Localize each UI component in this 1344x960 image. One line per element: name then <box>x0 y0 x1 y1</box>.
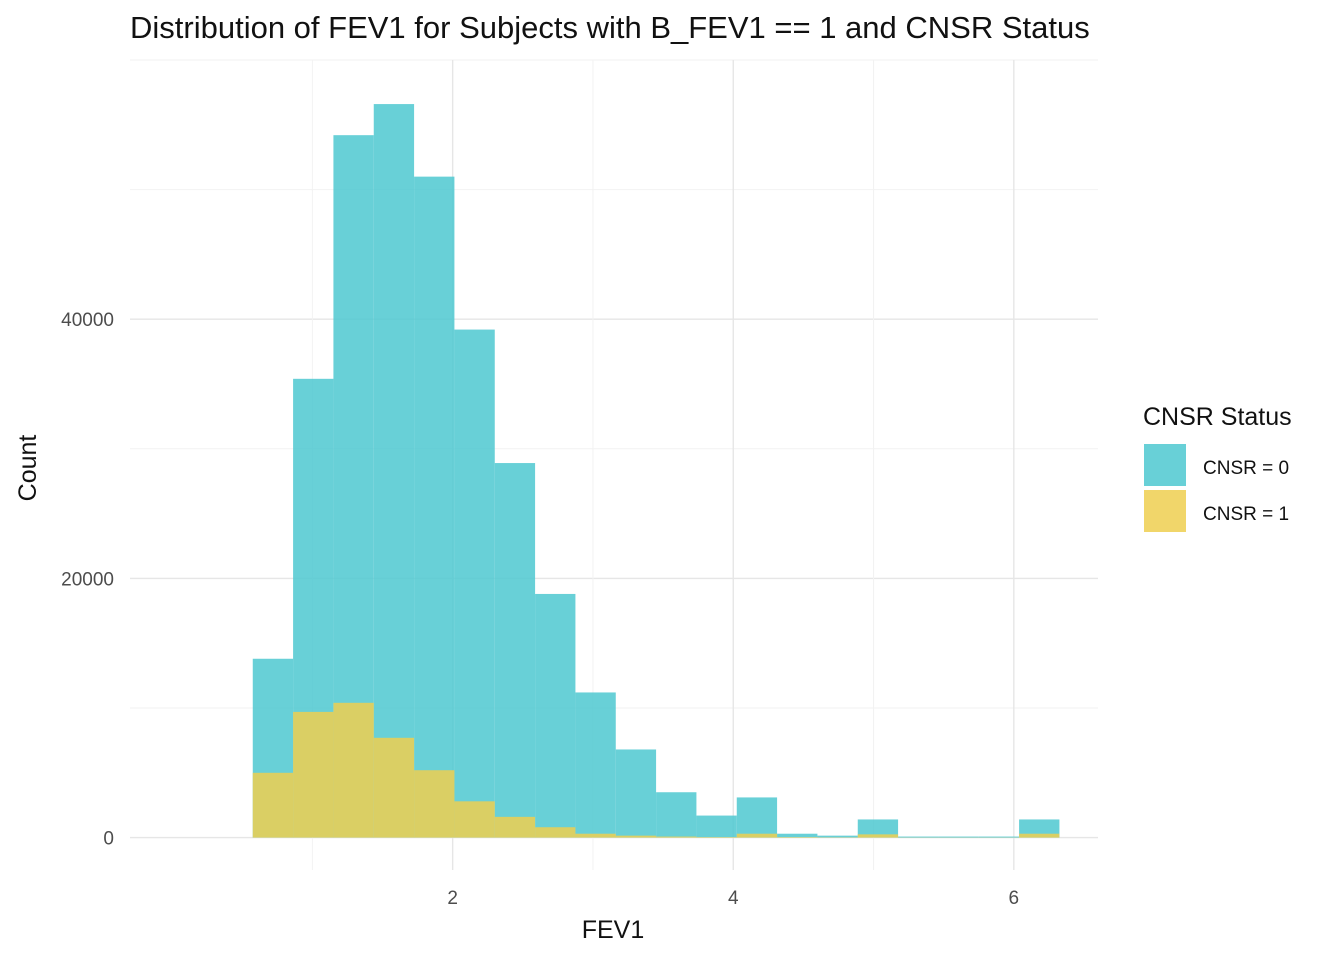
bar-cnsr-0-5 <box>454 329 495 838</box>
x-tick-label: 6 <box>1009 888 1020 909</box>
y-tick-label: 40000 <box>61 310 114 331</box>
legend-key-cnsr-1 <box>1144 490 1186 532</box>
x-tick-labels: 2 4 6 <box>447 888 1019 909</box>
bar-cnsr-0-10 <box>656 792 697 838</box>
y-tick-label: 0 <box>103 829 114 850</box>
bar-cnsr-0-12 <box>736 797 778 838</box>
x-tick-label: 2 <box>447 888 458 909</box>
bar-cnsr-0-7 <box>535 593 576 838</box>
legend-label-cnsr-1: CNSR = 1 <box>1203 504 1289 525</box>
x-tick-label: 4 <box>728 888 739 909</box>
legend: CNSR Status CNSR = 0 CNSR = 1 <box>1143 403 1292 532</box>
chart-title: Distribution of FEV1 for Subjects with B… <box>130 10 1090 45</box>
bar-cnsr-0-17 <box>938 836 979 838</box>
bar-cnsr-0-9 <box>615 749 657 838</box>
bar-cnsr-0-6 <box>494 463 536 838</box>
bar-cnsr-1-0 <box>252 772 294 838</box>
series-cnsr-1-bars <box>252 702 1060 838</box>
legend-label-cnsr-0: CNSR = 0 <box>1203 458 1289 479</box>
bar-cnsr-1-15 <box>857 834 899 838</box>
bar-cnsr-1-2 <box>333 702 374 838</box>
bar-cnsr-0-14 <box>817 835 858 838</box>
bar-cnsr-1-6 <box>494 816 536 838</box>
bar-cnsr-0-11 <box>696 815 737 838</box>
bar-cnsr-1-11 <box>696 837 737 838</box>
bar-cnsr-0-3 <box>373 104 415 838</box>
bar-cnsr-1-1 <box>293 711 334 838</box>
x-axis-title: FEV1 <box>582 916 645 944</box>
bar-cnsr-0-19 <box>1019 819 1060 838</box>
bar-cnsr-0-18 <box>978 836 1020 838</box>
bar-cnsr-1-7 <box>535 827 576 838</box>
bar-cnsr-0-13 <box>777 833 818 838</box>
bar-cnsr-1-3 <box>373 737 415 838</box>
bar-cnsr-0-4 <box>414 176 455 838</box>
bar-cnsr-1-19 <box>1019 833 1060 838</box>
legend-key-cnsr-0 <box>1144 444 1186 486</box>
y-tick-label: 20000 <box>61 569 114 590</box>
bar-cnsr-1-5 <box>454 801 495 838</box>
bar-cnsr-0-8 <box>575 692 616 838</box>
bar-cnsr-1-4 <box>414 770 455 838</box>
bar-cnsr-0-15 <box>857 819 899 838</box>
legend-title: CNSR Status <box>1143 403 1292 431</box>
y-tick-labels: 0 20000 40000 <box>61 310 114 849</box>
bar-cnsr-1-12 <box>736 833 778 838</box>
bar-cnsr-1-10 <box>656 836 697 838</box>
bar-cnsr-1-8 <box>575 833 616 838</box>
y-axis-title: Count <box>14 435 42 502</box>
bar-cnsr-1-9 <box>615 835 657 838</box>
bar-cnsr-0-16 <box>898 836 939 838</box>
bar-cnsr-1-13 <box>777 837 818 838</box>
